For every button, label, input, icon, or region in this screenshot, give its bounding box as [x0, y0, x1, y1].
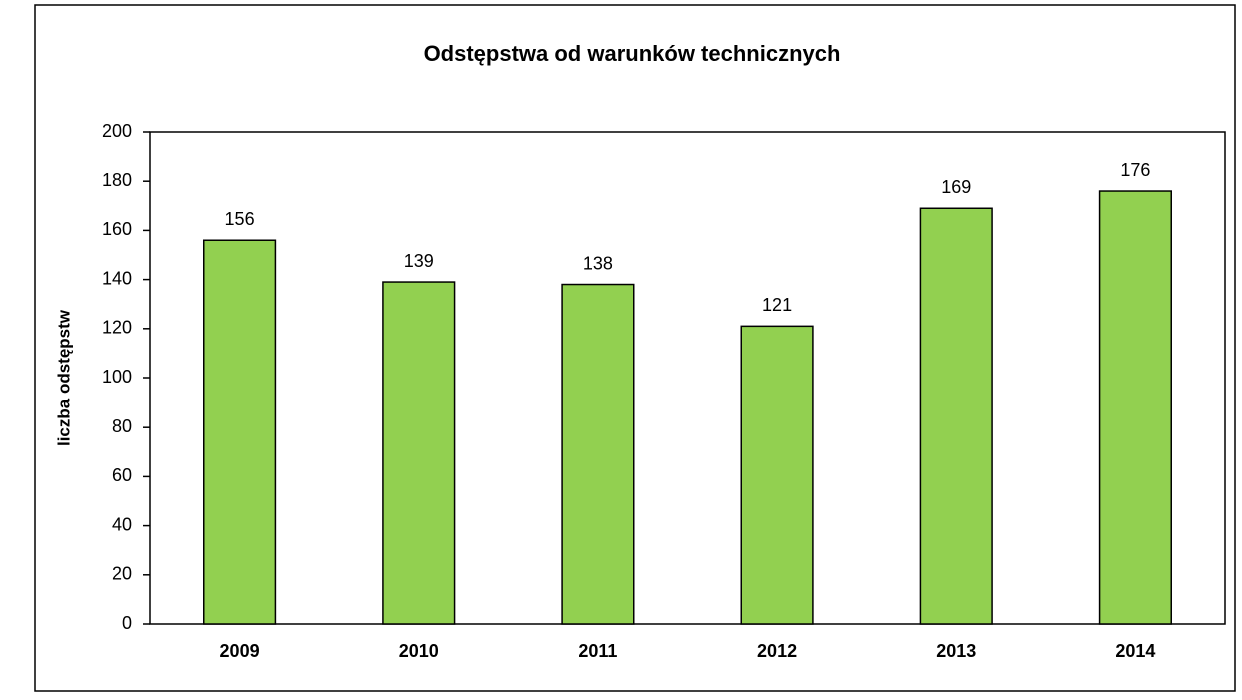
- bar: [203, 239, 277, 625]
- x-tick-label: 2013: [936, 641, 976, 661]
- data-label: 176: [1120, 160, 1150, 180]
- bar: [561, 283, 635, 625]
- y-axis-label: liczba odstępstw: [54, 309, 73, 446]
- y-tick-label: 0: [122, 613, 132, 633]
- y-tick-label: 20: [112, 564, 132, 584]
- x-tick-label: 2009: [220, 641, 260, 661]
- x-tick-label: 2011: [578, 641, 617, 661]
- data-label: 139: [404, 251, 434, 271]
- x-tick-label: 2014: [1115, 641, 1155, 661]
- y-tick-label: 140: [102, 268, 132, 288]
- y-tick-label: 160: [102, 219, 132, 239]
- chart-title: Odstępstwa od warunków technicznych: [424, 41, 841, 66]
- data-label: 156: [225, 209, 255, 229]
- y-tick-label: 200: [102, 121, 132, 141]
- data-label: 121: [762, 295, 792, 315]
- y-tick-label: 60: [112, 465, 132, 485]
- y-tick-label: 40: [112, 514, 132, 534]
- x-tick-label: 2012: [757, 641, 797, 661]
- bar: [1098, 190, 1173, 625]
- y-tick-label: 180: [102, 170, 132, 190]
- y-tick-label: 80: [112, 416, 132, 436]
- data-label: 138: [583, 253, 613, 273]
- bar: [919, 207, 993, 625]
- bar: [382, 281, 456, 625]
- data-label: 169: [941, 177, 971, 197]
- x-tick-label: 2010: [399, 641, 439, 661]
- y-tick-label: 120: [102, 318, 132, 338]
- y-tick-label: 100: [102, 367, 132, 387]
- bar: [740, 325, 814, 625]
